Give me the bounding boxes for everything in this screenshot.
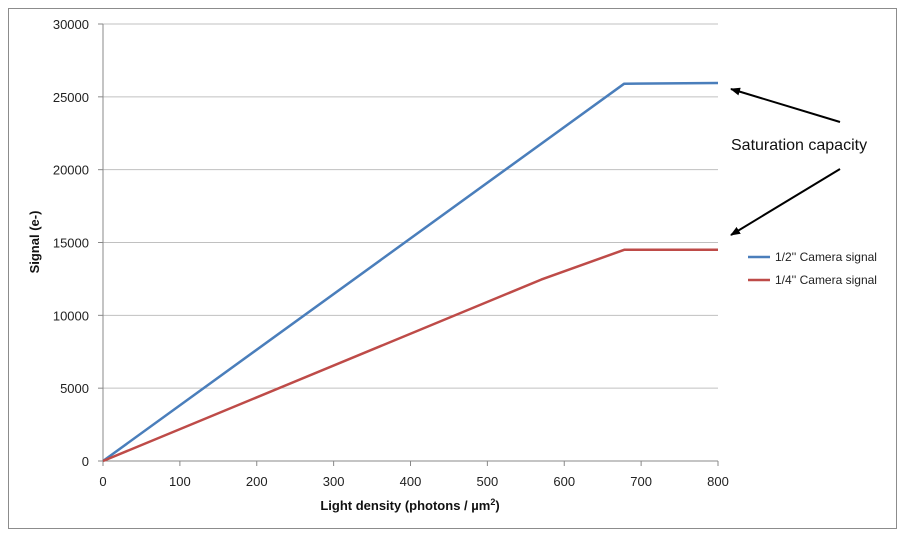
x-tick-label: 700	[630, 474, 652, 489]
y-tick-label: 20000	[53, 163, 89, 178]
y-tick-label: 10000	[53, 308, 89, 323]
x-tick-label: 300	[323, 474, 345, 489]
y-tick-label: 0	[82, 454, 89, 469]
annotation-arrow-upper	[730, 87, 841, 123]
y-tick-label: 15000	[53, 236, 89, 251]
legend: 1/2'' Camera signal 1/4'' Camera signal	[748, 250, 877, 287]
series-lines	[102, 81, 719, 463]
y-tick-label: 30000	[53, 17, 89, 32]
legend-label-series-1: 1/2'' Camera signal	[775, 250, 877, 264]
series-line-2	[102, 248, 718, 463]
y-tick-label: 5000	[60, 381, 89, 396]
legend-label-series-2: 1/4'' Camera signal	[775, 273, 877, 287]
y-axis-title: Signal (e-)	[27, 211, 42, 274]
x-tick-label: 400	[400, 474, 422, 489]
y-tick-label: 25000	[53, 90, 89, 105]
grid-lines	[103, 23, 718, 389]
x-axis-title: Light density (photons / µm2)	[320, 497, 499, 513]
series-line-1	[102, 81, 719, 463]
x-tick-labels: 0 100 200 300 400 500 600 700 800	[99, 474, 728, 489]
x-tick-label: 500	[477, 474, 499, 489]
axes	[98, 23, 719, 466]
x-tick-label: 200	[246, 474, 268, 489]
annotation-arrow-lower	[730, 168, 841, 236]
saturation-annotation: Saturation capacity	[730, 87, 867, 236]
chart-border	[8, 8, 897, 529]
annotation-label: Saturation capacity	[731, 137, 867, 154]
x-tick-label: 100	[169, 474, 191, 489]
y-tick-labels: 0 5000 10000 15000 20000 25000 30000	[53, 17, 89, 469]
x-tick-label: 800	[707, 474, 729, 489]
x-tick-label: 0	[99, 474, 106, 489]
x-tick-label: 600	[553, 474, 575, 489]
